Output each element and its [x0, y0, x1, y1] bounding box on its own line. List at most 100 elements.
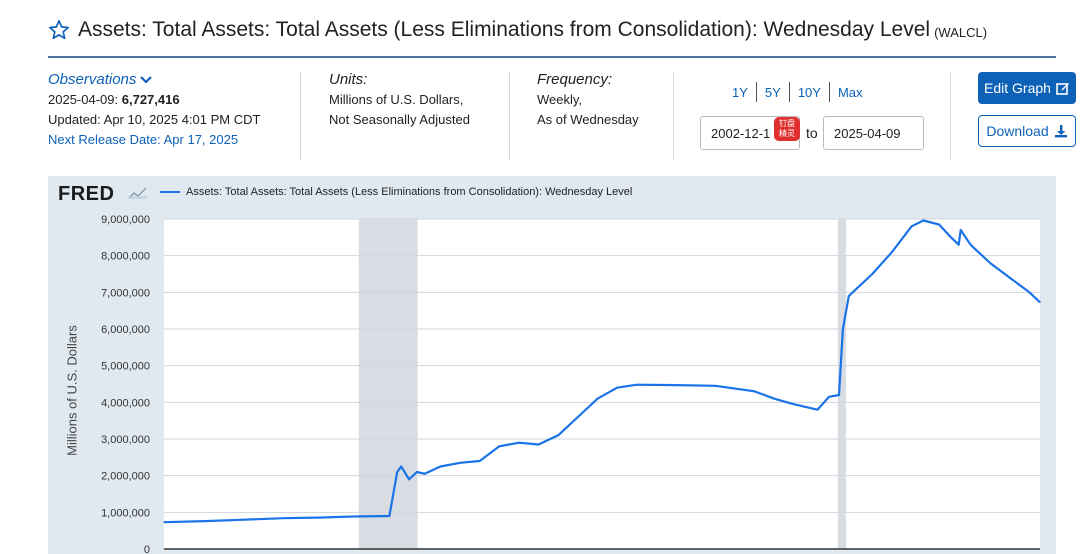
- data-point: [714, 385, 716, 387]
- data-point: [856, 288, 858, 290]
- y-tick-label: 4,000,000: [101, 397, 150, 409]
- frequency-block: Frequency: Weekly, As of Wednesday: [537, 70, 639, 130]
- data-point: [1028, 291, 1030, 293]
- observations-dropdown[interactable]: Observations: [48, 70, 260, 90]
- y-tick-label: 6,000,000: [101, 324, 150, 336]
- y-tick-label: 7,000,000: [101, 287, 150, 299]
- data-point: [498, 445, 500, 447]
- fred-trend-icon: [128, 187, 147, 199]
- data-point: [439, 465, 442, 468]
- plot-area: [164, 219, 1040, 549]
- recession-band: [358, 219, 418, 549]
- chevron-down-icon: [140, 76, 153, 84]
- data-point: [400, 465, 402, 468]
- separator: [828, 82, 830, 102]
- data-point: [938, 223, 940, 226]
- separator: [788, 82, 790, 102]
- data-point: [891, 251, 893, 253]
- badge-text: 精灵: [779, 129, 795, 138]
- edit-icon: [1056, 83, 1069, 95]
- data-point: [163, 521, 165, 523]
- series-id: (WALCL): [934, 24, 988, 40]
- next-release-link[interactable]: Next Release Date: Apr 17, 2025: [48, 132, 239, 147]
- data-point: [753, 390, 756, 392]
- download-button[interactable]: Download: [978, 115, 1076, 147]
- badge-text: 钉盘: [779, 119, 795, 128]
- range-max-link[interactable]: Max: [837, 84, 863, 100]
- fred-logo[interactable]: FRED: [58, 183, 115, 205]
- data-point: [459, 462, 461, 464]
- data-point: [871, 273, 873, 275]
- data-point: [838, 394, 840, 396]
- star-icon[interactable]: [48, 19, 70, 41]
- range-1y-link[interactable]: 1Y: [732, 84, 748, 100]
- data-point: [596, 398, 599, 400]
- data-point: [960, 229, 962, 231]
- recession-band: [837, 219, 847, 549]
- data-point: [675, 384, 677, 386]
- frequency-label: Frequency:: [537, 71, 613, 88]
- download-icon: [1054, 125, 1067, 138]
- divider: [300, 72, 301, 160]
- data-point: [408, 478, 410, 480]
- units-line2: Not Seasonally Adjusted: [329, 112, 470, 127]
- data-point: [958, 244, 960, 246]
- title-row: Assets: Total Assets: Total Assets (Less…: [48, 18, 987, 42]
- data-point: [616, 387, 618, 389]
- data-point: [416, 471, 418, 473]
- data-point: [243, 519, 245, 521]
- data-point: [922, 219, 924, 222]
- data-point: [282, 517, 284, 519]
- data-point: [816, 409, 818, 411]
- separator: [755, 82, 757, 102]
- data-point: [322, 516, 324, 519]
- data-point: [1039, 301, 1041, 303]
- data-point: [1009, 277, 1011, 279]
- legend-swatch: [160, 191, 180, 193]
- units-block: Units: Millions of U.S. Dollars, Not Sea…: [329, 70, 470, 130]
- observation-date: 2025-04-09:: [48, 92, 119, 107]
- units-label: Units:: [329, 71, 368, 88]
- data-point: [842, 328, 844, 330]
- to-label: to: [806, 125, 818, 141]
- chart-legend: Assets: Total Assets: Total Assets (Less…: [160, 186, 632, 198]
- edit-graph-button[interactable]: Edit Graph: [978, 72, 1076, 104]
- data-point: [577, 416, 579, 418]
- y-tick-label: 1,000,000: [101, 507, 150, 519]
- data-point: [424, 473, 426, 475]
- data-point: [989, 262, 991, 264]
- divider: [950, 72, 951, 160]
- data-point: [828, 396, 830, 398]
- data-point: [537, 443, 540, 446]
- data-point: [518, 442, 520, 444]
- latest-observation: 2025-04-09: 6,727,416: [48, 90, 260, 110]
- frequency-line1: Weekly,: [537, 92, 583, 107]
- range-10y-link[interactable]: 10Y: [797, 84, 821, 100]
- divider: [509, 72, 510, 160]
- data-point: [950, 236, 952, 238]
- frequency-line2: As of Wednesday: [537, 112, 639, 127]
- data-point: [969, 244, 972, 246]
- data-point: [793, 403, 795, 405]
- updated-text: Updated: Apr 10, 2025 4:01 PM CDT: [48, 112, 261, 127]
- page-title: Assets: Total Assets: Total Assets (Less…: [78, 18, 931, 41]
- data-point: [345, 516, 347, 518]
- data-point: [361, 515, 363, 517]
- series-line: [163, 219, 1041, 524]
- y-tick-label: 5,000,000: [101, 361, 150, 373]
- range-5y-link[interactable]: 5Y: [764, 84, 781, 100]
- calendar-badge-icon[interactable]: 钉盘 精灵: [774, 117, 800, 141]
- observations-block: Observations 2025-04-09: 6,727,416 Updat…: [48, 70, 260, 150]
- y-tick-label: 9,000,000: [101, 214, 150, 226]
- end-date-input[interactable]: 2025-04-09: [823, 116, 924, 150]
- download-label: Download: [986, 123, 1049, 139]
- units-line1: Millions of U.S. Dollars,: [329, 92, 464, 107]
- range-links: 1Y 5Y 10Y Max: [724, 82, 871, 102]
- title-divider: [48, 56, 1056, 58]
- divider: [673, 72, 674, 160]
- observation-value: 6,727,416: [121, 92, 180, 107]
- data-point: [773, 398, 775, 400]
- y-tick-label: 8,000,000: [101, 251, 150, 263]
- data-point: [204, 520, 206, 522]
